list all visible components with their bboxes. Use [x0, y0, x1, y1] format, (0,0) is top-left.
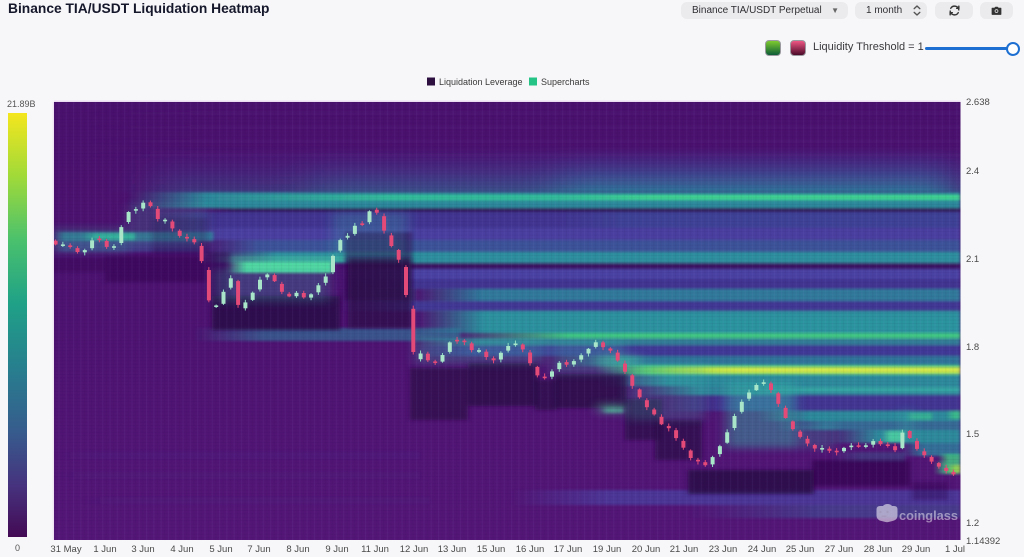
svg-text:17 Jun: 17 Jun: [554, 544, 583, 555]
svg-text:0: 0: [15, 543, 20, 553]
svg-text:23 Jun: 23 Jun: [709, 544, 738, 555]
svg-text:15 Jun: 15 Jun: [477, 544, 506, 555]
svg-text:Supercharts: Supercharts: [541, 77, 590, 87]
svg-text:4 Jun: 4 Jun: [170, 544, 193, 555]
svg-text:7 Jun: 7 Jun: [247, 544, 270, 555]
svg-text:2.638: 2.638: [966, 97, 990, 108]
svg-text:2.4: 2.4: [966, 166, 979, 177]
svg-text:8 Jun: 8 Jun: [286, 544, 309, 555]
svg-text:1 Jul: 1 Jul: [945, 544, 965, 555]
svg-text:31 May: 31 May: [50, 544, 81, 555]
svg-text:9 Jun: 9 Jun: [325, 544, 348, 555]
svg-text:24 Jun: 24 Jun: [748, 544, 777, 555]
svg-text:16 Jun: 16 Jun: [516, 544, 545, 555]
svg-text:1.14392: 1.14392: [966, 536, 1000, 547]
svg-text:20 Jun: 20 Jun: [632, 544, 661, 555]
svg-text:21.89B: 21.89B: [7, 99, 36, 109]
svg-text:28 Jun: 28 Jun: [864, 544, 893, 555]
svg-text:1.2: 1.2: [966, 518, 979, 529]
svg-text:29 Jun: 29 Jun: [902, 544, 931, 555]
svg-text:1.8: 1.8: [966, 342, 979, 353]
svg-text:25 Jun: 25 Jun: [786, 544, 815, 555]
svg-text:27 Jun: 27 Jun: [825, 544, 854, 555]
svg-text:Liquidation Leverage: Liquidation Leverage: [439, 77, 523, 87]
svg-text:1.5: 1.5: [966, 429, 979, 440]
svg-text:11 Jun: 11 Jun: [361, 544, 389, 555]
svg-text:5 Jun: 5 Jun: [209, 544, 232, 555]
svg-text:coinglass: coinglass: [899, 508, 958, 523]
svg-text:19 Jun: 19 Jun: [593, 544, 622, 555]
svg-text:3 Jun: 3 Jun: [131, 544, 154, 555]
svg-text:13 Jun: 13 Jun: [438, 544, 467, 555]
svg-text:12 Jun: 12 Jun: [400, 544, 429, 555]
svg-text:1 Jun: 1 Jun: [93, 544, 116, 555]
svg-text:2.1: 2.1: [966, 254, 979, 265]
svg-text:21 Jun: 21 Jun: [670, 544, 699, 555]
